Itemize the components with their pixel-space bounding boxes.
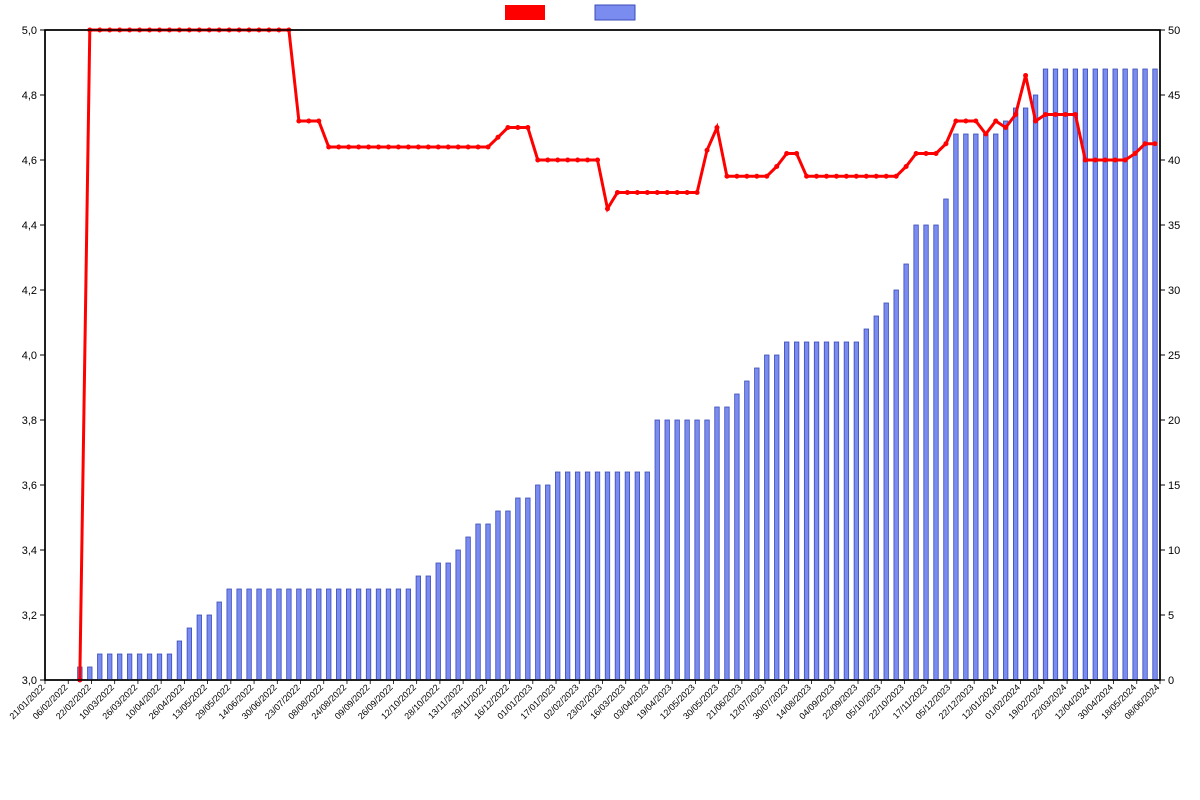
y-left-tick-label: 3,4: [22, 545, 37, 557]
y-left-tick-label: 4,8: [22, 90, 37, 102]
y-left-tick-label: 4,0: [22, 350, 37, 362]
y-right-tick-label: 5: [1168, 610, 1174, 622]
y-right-tick-label: 10: [1168, 545, 1180, 557]
y-left-tick-label: 3,6: [22, 480, 37, 492]
y-right-tick-label: 40: [1168, 155, 1180, 167]
y-left-tick-label: 3,8: [22, 415, 37, 427]
y-left-tick-label: 3,2: [22, 610, 37, 622]
y-right-tick-label: 25: [1168, 350, 1180, 362]
y-left-tick-label: 4,2: [22, 285, 37, 297]
y-right-tick-label: 0: [1168, 675, 1174, 687]
y-left-tick-label: 4,4: [22, 220, 37, 232]
y-right-tick-label: 45: [1168, 90, 1180, 102]
y-right-tick-label: 15: [1168, 480, 1180, 492]
y-left-tick-label: 4,6: [22, 155, 37, 167]
y-left-tick-label: 5,0: [22, 25, 37, 37]
chart-container: 3,0 3,2 3,4 3,6 3,8 4,0 4,2 4,4 4,6 4,8 5,0 0 5 10 15 2…: [0, 0, 1200, 800]
y-right-tick-label: 35: [1168, 220, 1180, 232]
y-right-tick-label: 30: [1168, 285, 1180, 297]
y-left-tick-label: 3,0: [22, 675, 37, 687]
y-right-tick-label: 20: [1168, 415, 1180, 427]
y-right-tick-label: 50: [1168, 25, 1180, 37]
combo-chart: 3,0 3,2 3,4 3,6 3,8 4,0 4,2 4,4 4,6 4,8 5,0 0 5 10 15 2…: [0, 0, 1200, 800]
